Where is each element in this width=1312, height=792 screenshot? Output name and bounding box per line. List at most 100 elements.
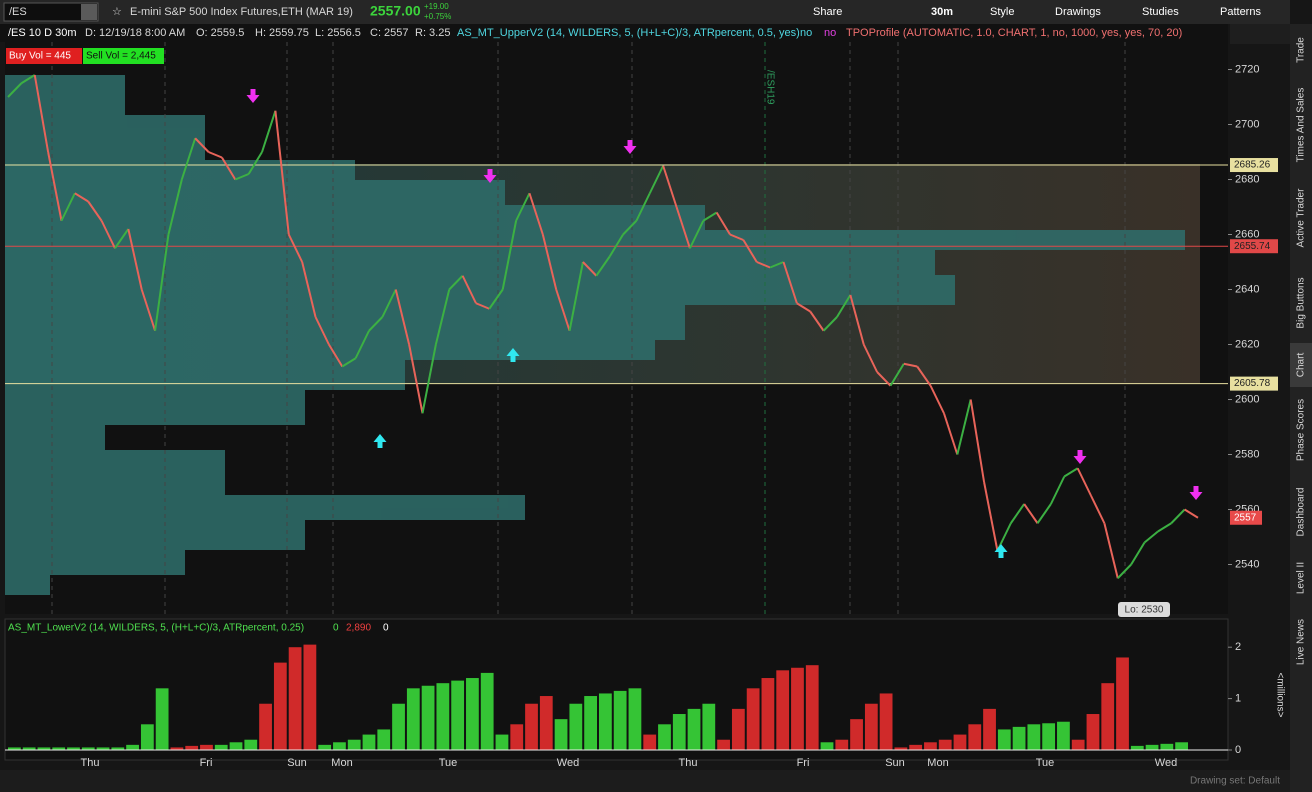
- scrollbar[interactable]: [0, 770, 1290, 792]
- change: +19.00: [424, 2, 449, 11]
- change-pct: +0.75%: [424, 12, 451, 21]
- sidebar-tab[interactable]: Level II: [1296, 562, 1307, 594]
- volume-bar: [731, 708, 745, 750]
- tpo-study[interactable]: TPOProfile (AUTOMATIC, 1.0, CHART, 1, no…: [846, 27, 1182, 39]
- chart-id[interactable]: /ES 10 D 30m: [8, 27, 76, 39]
- price-segment: [702, 211, 718, 222]
- volume-bar: [406, 688, 420, 750]
- toolbar-button[interactable]: Share: [813, 6, 842, 18]
- y-tick-label: 2700: [1235, 118, 1259, 130]
- volume-bar: [938, 739, 952, 750]
- sidebar: [1290, 24, 1312, 792]
- volume-bar: [214, 744, 228, 750]
- price-segment: [1009, 503, 1026, 524]
- y-tick-label: 2660: [1235, 228, 1259, 240]
- price-segment: [194, 137, 210, 153]
- volume-bar: [1116, 657, 1129, 750]
- volume-bar: [879, 693, 893, 750]
- price-segment: [782, 261, 798, 304]
- volume-bar: [924, 742, 937, 750]
- price-segment: [1103, 523, 1119, 579]
- volume-bar: [347, 739, 361, 750]
- volume-bar: [140, 724, 154, 750]
- volume-bar: [584, 696, 597, 750]
- symbol-dropdown[interactable]: [81, 4, 97, 20]
- volume-bar: [554, 719, 568, 750]
- volume-bar: [510, 724, 524, 750]
- volume-bar: [1012, 726, 1026, 750]
- sidebar-tab[interactable]: Dashboard: [1296, 488, 1307, 537]
- price-segment: [635, 192, 651, 222]
- volume-bar: [835, 739, 849, 750]
- price-segment: [287, 234, 304, 263]
- drawing-set[interactable]: Drawing set: Default: [1190, 776, 1280, 787]
- ohlc-item: C: 2557: [370, 27, 409, 39]
- level-label: 2605.78: [1234, 378, 1271, 389]
- x-tick-label: Fri: [797, 757, 810, 769]
- symbol-box[interactable]: [3, 2, 99, 22]
- upper-study[interactable]: AS_MT_UpperV2 (14, WILDERS, 5, (H+L+C)/3…: [457, 27, 800, 39]
- lower-study-title[interactable]: AS_MT_LowerV2 (14, WILDERS, 5, (H+L+C)/3…: [8, 623, 304, 634]
- price-segment: [408, 344, 424, 414]
- price-segment: [247, 151, 263, 175]
- toolbar-button[interactable]: Style: [990, 6, 1014, 18]
- price-segment: [488, 288, 504, 310]
- low-label: Lo: 2530: [1125, 605, 1164, 616]
- star-icon[interactable]: ☆: [112, 6, 122, 18]
- volume-bar: [318, 744, 332, 750]
- readout: 0: [333, 623, 339, 634]
- price-segment: [154, 234, 170, 331]
- volume-bar: [52, 747, 66, 750]
- volume-bar: [820, 742, 834, 750]
- volume-bar: [953, 734, 967, 750]
- x-tick-label: Sun: [287, 757, 307, 769]
- volume-bar: [539, 696, 553, 750]
- volume-bar: [244, 739, 258, 750]
- volume-bar: [200, 744, 213, 750]
- price-segment: [769, 261, 784, 269]
- price-segment: [515, 192, 531, 222]
- price-segment: [662, 165, 678, 208]
- price-segment: [301, 261, 317, 318]
- y-tick-label: 2: [1235, 641, 1241, 653]
- sidebar-tab[interactable]: Big Buttons: [1296, 277, 1307, 328]
- price-segment: [1050, 476, 1066, 505]
- price-segment: [394, 289, 411, 345]
- toolbar-button[interactable]: Patterns: [1220, 6, 1261, 18]
- price-segment: [956, 399, 972, 455]
- volume-bar: [658, 724, 671, 750]
- volume-bar: [613, 690, 627, 750]
- toolbar-button[interactable]: Studies: [1142, 6, 1179, 18]
- sidebar-tab[interactable]: Trade: [1296, 37, 1307, 63]
- description: E-mini S&P 500 Index Futures,ETH (MAR 19…: [130, 6, 353, 18]
- volume-bar: [392, 703, 405, 750]
- drawing-tool[interactable]: [1230, 24, 1290, 44]
- y-tick-label: 2720: [1235, 63, 1259, 75]
- price-segment: [47, 151, 63, 221]
- x-tick-label: Sun: [885, 757, 905, 769]
- volume-bar: [569, 703, 583, 750]
- price-segment: [903, 362, 918, 368]
- toolbar-button[interactable]: Drawings: [1055, 6, 1101, 18]
- sidebar-tab[interactable]: Live News: [1296, 619, 1307, 665]
- level-badge: [1230, 376, 1278, 391]
- price-segment: [675, 206, 691, 249]
- sidebar-tab[interactable]: Active Trader: [1296, 188, 1307, 248]
- sidebar-tab[interactable]: Times And Sales: [1296, 88, 1307, 163]
- price-segment: [1036, 503, 1052, 524]
- buy-vol-badge: [6, 48, 82, 64]
- volume-bar: [8, 747, 21, 750]
- volume-bar: [746, 688, 760, 750]
- level-label: 2655.74: [1234, 241, 1271, 252]
- y-tick-label: 2540: [1235, 558, 1259, 570]
- volume-bar: [155, 688, 169, 750]
- price-segment: [983, 481, 999, 551]
- volume-bar: [126, 744, 139, 750]
- price-segment: [822, 316, 838, 332]
- price-segment: [622, 220, 638, 236]
- volume-bar: [377, 729, 391, 750]
- toolbar-button[interactable]: 30m: [931, 6, 953, 18]
- readout: 2,890: [346, 623, 371, 634]
- sidebar-tab[interactable]: Phase Scores: [1296, 399, 1307, 461]
- sidebar-tab[interactable]: Chart: [1296, 353, 1307, 378]
